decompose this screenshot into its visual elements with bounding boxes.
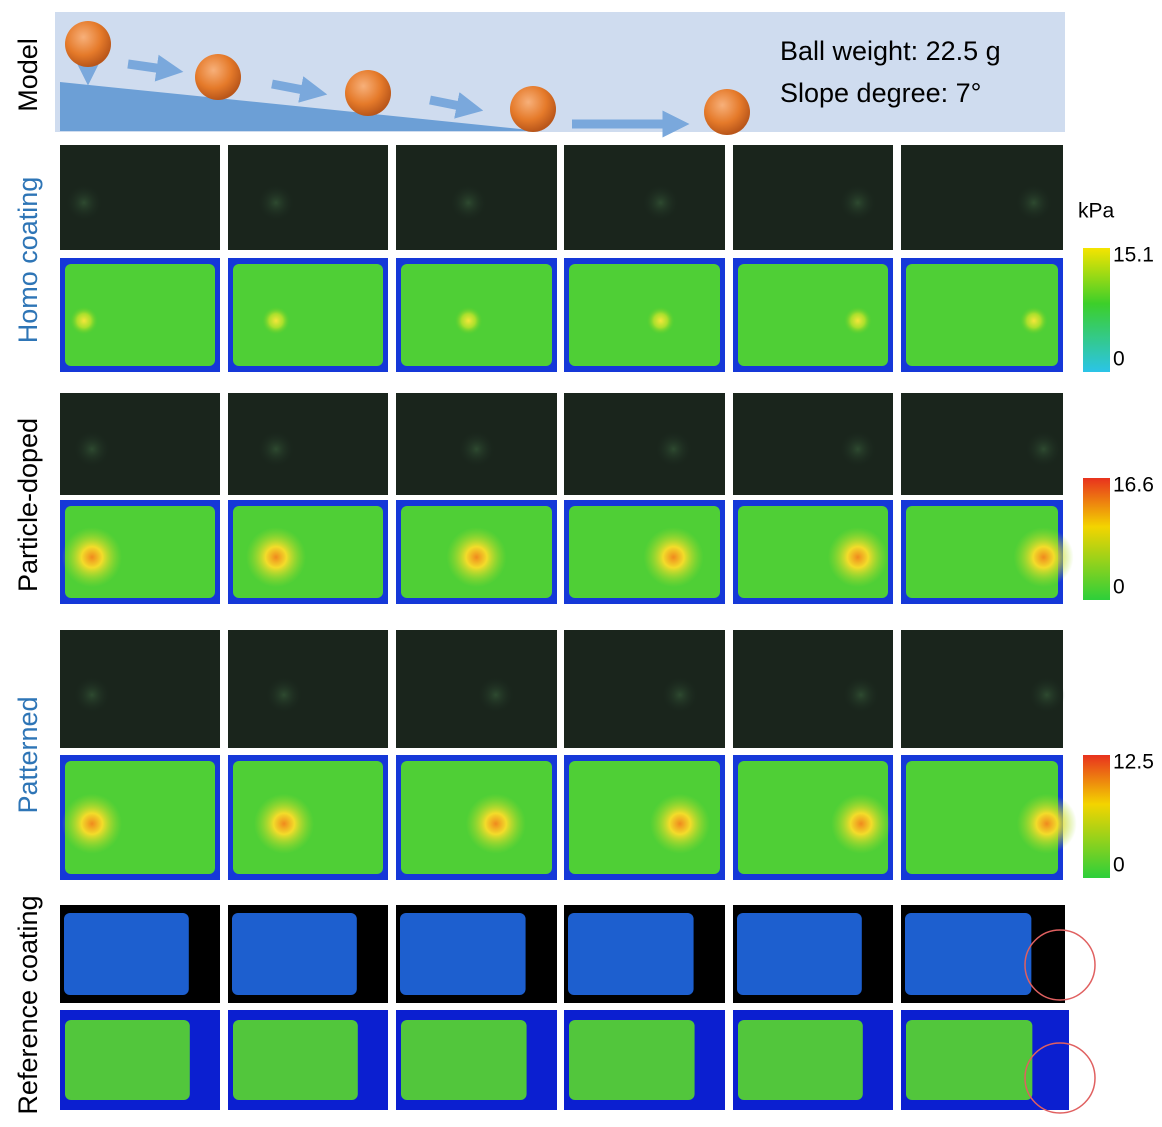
raw-spot — [478, 677, 514, 713]
pressure-spot — [643, 527, 703, 587]
colorbar-min: 0 — [1113, 576, 1125, 599]
pressure-map — [906, 1020, 1032, 1100]
raw-spot — [1029, 677, 1065, 713]
pressure-spot — [447, 527, 507, 587]
raw-image — [564, 393, 725, 495]
raw-spot — [266, 677, 302, 713]
pressure-spot — [70, 307, 98, 335]
ball — [510, 86, 556, 132]
raw-image — [396, 630, 557, 748]
pressure-map — [65, 1020, 190, 1100]
colorbar-min: 0 — [1113, 348, 1125, 371]
slope-degree: Slope degree: 7° — [780, 78, 981, 108]
raw-spot — [840, 431, 876, 467]
ball — [345, 70, 391, 116]
colorbar — [1083, 478, 1110, 600]
pressure-spot — [844, 307, 872, 335]
ball — [704, 89, 750, 135]
row-label: Homo coating — [13, 177, 43, 344]
raw-image — [228, 630, 388, 748]
ball — [65, 21, 111, 67]
raw-image — [228, 145, 388, 250]
raw-spot — [450, 185, 486, 221]
colorbar-max: 12.5 — [1113, 751, 1154, 774]
raw-coating — [905, 913, 1031, 995]
ball-weight: Ball weight: 22.5 g — [780, 36, 1001, 66]
colorbar-max: 15.1 — [1113, 244, 1154, 267]
raw-coating — [64, 913, 189, 995]
pressure-spot — [454, 307, 482, 335]
raw-coating — [737, 913, 862, 995]
colorbar — [1083, 755, 1110, 878]
pressure-spot — [254, 794, 314, 854]
pressure-map — [738, 1020, 863, 1100]
figure: Ball weight: 22.5 g Slope degree: 7° Mod… — [0, 0, 1162, 1127]
pressure-spot — [647, 307, 675, 335]
raw-spot — [843, 677, 879, 713]
pressure-spot — [246, 527, 306, 587]
pressure-spot — [828, 527, 888, 587]
colorbar-min: 0 — [1113, 854, 1125, 877]
raw-spot — [1026, 431, 1062, 467]
pressure-spot — [1014, 527, 1074, 587]
row-label: Patterned — [13, 696, 43, 813]
raw-spot — [840, 185, 876, 221]
pressure-spot — [466, 794, 526, 854]
raw-coating — [400, 913, 526, 995]
raw-spot — [643, 185, 679, 221]
pressure-spot — [62, 794, 122, 854]
raw-spot — [655, 431, 691, 467]
unit: kPa — [1078, 200, 1115, 223]
raw-coating — [232, 913, 357, 995]
pressure-map — [569, 1020, 695, 1100]
pressure-spot — [1017, 794, 1077, 854]
row-label: Reference coating — [13, 895, 43, 1114]
raw-image — [228, 393, 388, 495]
raw-spot — [66, 185, 102, 221]
ball — [195, 54, 241, 100]
arrow — [128, 64, 170, 70]
pressure-map — [233, 1020, 358, 1100]
pressure-spot — [62, 527, 122, 587]
raw-spot — [74, 431, 110, 467]
pressure-map — [233, 264, 383, 366]
raw-coating — [568, 913, 694, 995]
raw-image — [564, 630, 725, 748]
row-label: Model — [13, 38, 43, 112]
raw-spot — [1016, 185, 1052, 221]
colorbar-max: 16.6 — [1113, 474, 1154, 497]
raw-spot — [74, 677, 110, 713]
panels: Homo coating 15.1 0 Particle-doped 16.6 0 Patt… — [13, 145, 1154, 1115]
raw-spot — [662, 677, 698, 713]
pressure-spot — [650, 794, 710, 854]
pressure-map — [401, 1020, 527, 1100]
pressure-spot — [1020, 307, 1048, 335]
row-label: Particle-doped — [13, 418, 43, 592]
pressure-spot — [262, 307, 290, 335]
pressure-spot — [831, 794, 891, 854]
raw-spot — [459, 431, 495, 467]
colorbar — [1083, 248, 1110, 372]
pressure-map — [569, 264, 720, 366]
raw-spot — [258, 185, 294, 221]
raw-spot — [258, 431, 294, 467]
